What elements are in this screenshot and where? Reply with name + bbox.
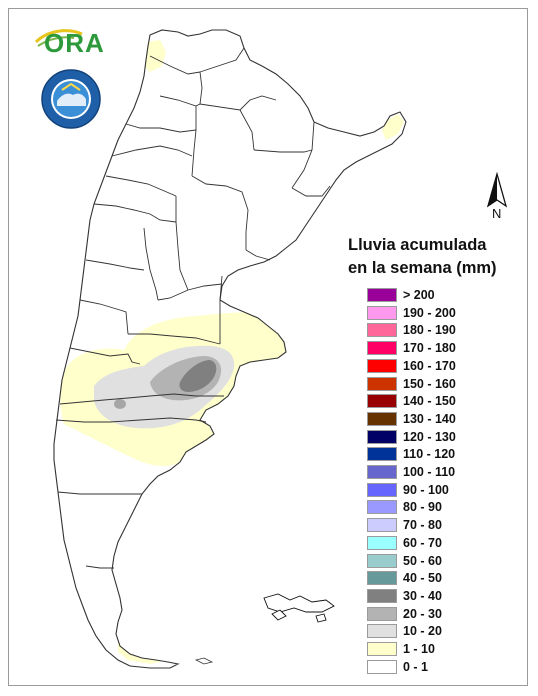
legend-label: 190 - 200 (403, 305, 456, 320)
legend-label: 170 - 180 (403, 341, 456, 356)
legend-swatch (367, 465, 397, 479)
legend-item: 110 - 120 (367, 446, 507, 464)
legend-label: > 200 (403, 288, 435, 302)
legend-swatch (367, 553, 397, 568)
legend-item: 100 - 110 (367, 464, 507, 482)
legend-swatch (367, 642, 397, 656)
ora-logo-text: ORA (44, 28, 105, 58)
province-borders (55, 47, 331, 569)
legend-item: 30 - 40 (367, 588, 507, 606)
legend-swatch (367, 358, 397, 373)
legend-swatch (367, 341, 397, 356)
legend-label: 160 - 170 (403, 358, 456, 373)
legend-label: 130 - 140 (403, 411, 456, 426)
malvinas-islands (263, 593, 335, 623)
legend-item: 10 - 20 (367, 623, 507, 641)
legend-swatch (367, 447, 397, 462)
legend-swatch (367, 518, 397, 533)
legend-swatch (367, 305, 397, 320)
legend-swatch (367, 429, 397, 444)
legend-swatch (367, 394, 397, 409)
legend-swatch (367, 482, 397, 497)
legend-item: 130 - 140 (367, 411, 507, 429)
legend-label: 70 - 80 (403, 518, 442, 533)
legend-label: 140 - 150 (403, 394, 456, 409)
smn-seal-icon (41, 69, 101, 129)
legend-label: 100 - 110 (403, 465, 456, 479)
legend-item: 160 - 170 (367, 358, 507, 376)
legend-item: 140 - 150 (367, 393, 507, 411)
legend-item: 150 - 160 (367, 376, 507, 394)
legend-item: 0 - 1 (367, 659, 507, 677)
legend-label: 180 - 190 (403, 323, 456, 338)
legend-label: 110 - 120 (403, 447, 456, 462)
rain-area-1-10-misiones (382, 114, 404, 140)
legend-item: 50 - 60 (367, 553, 507, 571)
legend-title-line1: Lluvia acumulada (348, 236, 487, 254)
legend-item: 90 - 100 (367, 482, 507, 500)
legend-swatch (367, 376, 397, 391)
legend-label: 50 - 60 (403, 553, 442, 568)
legend-label: 0 - 1 (403, 659, 429, 674)
legend-item: 120 - 130 (367, 429, 507, 447)
legend-label: 30 - 40 (403, 588, 442, 603)
legend-swatch (367, 624, 397, 639)
legend-label: 10 - 20 (403, 624, 442, 639)
legend-item: 70 - 80 (367, 517, 507, 535)
legend-item: 60 - 70 (367, 535, 507, 553)
rain-area-30-40 (179, 360, 217, 392)
legend-label: 120 - 130 (403, 429, 456, 444)
legend-swatch (367, 288, 397, 302)
legend-label: 90 - 100 (403, 482, 449, 497)
ora-logo (34, 26, 104, 58)
legend-label: 20 - 30 (403, 606, 442, 621)
legend-item: > 200 (367, 287, 507, 305)
legend-item: 1 - 10 (367, 641, 507, 659)
legend-label: 80 - 90 (403, 500, 442, 515)
legend-item: 180 - 190 (367, 322, 507, 340)
tdf-islands (194, 657, 214, 665)
legend-swatch (367, 571, 397, 586)
legend-label: 150 - 160 (403, 376, 456, 391)
legend-label: 60 - 70 (403, 535, 442, 550)
legend-title-line2: en la semana (mm) (348, 259, 497, 277)
rain-area-20-30-small (114, 399, 126, 409)
legend-swatch (367, 606, 397, 621)
legend-swatch (367, 659, 397, 674)
legend-label: 40 - 50 (403, 571, 442, 586)
smn-logo (40, 68, 102, 130)
legend-label: 1 - 10 (403, 642, 435, 656)
legend-swatch (367, 323, 397, 338)
north-label: N (492, 206, 502, 221)
legend-swatch (367, 535, 397, 550)
legend-item: 190 - 200 (367, 305, 507, 323)
legend-swatch (367, 411, 397, 426)
rainfall-fields (60, 40, 404, 664)
legend-swatch (367, 500, 397, 515)
legend-item: 40 - 50 (367, 570, 507, 588)
north-arrow: N (480, 171, 514, 222)
legend-item: 20 - 30 (367, 606, 507, 624)
argentina-outline (53, 29, 407, 669)
legend-item: 170 - 180 (367, 340, 507, 358)
ora-swoosh-icon (34, 29, 83, 47)
legend-item: 80 - 90 (367, 499, 507, 517)
legend-swatch (367, 588, 397, 603)
legend-title: Lluvia acumulada en la semana (mm) (348, 234, 497, 280)
north-arrow-icon (486, 171, 508, 208)
